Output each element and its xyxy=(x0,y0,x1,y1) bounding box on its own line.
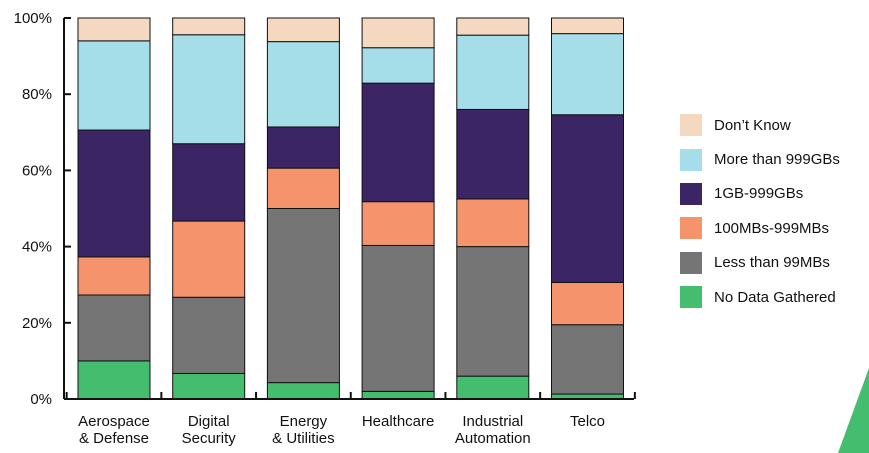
legend-swatch xyxy=(680,251,702,274)
x-tick-label: Industrial xyxy=(462,413,523,430)
bar-segment-don-t-know xyxy=(172,17,246,36)
legend-label: 100MBs-999MBs xyxy=(714,219,830,237)
bar-segment-1gb-999gbs xyxy=(77,129,151,258)
x-tick-label: Aerospace xyxy=(78,413,150,430)
bar-segment-100mbs-999mbs xyxy=(361,201,435,246)
bar-segment-100mbs-999mbs xyxy=(456,198,530,248)
bar-segment-don-t-know xyxy=(77,17,151,42)
bar-segment-less-than-99mbs xyxy=(361,244,435,392)
x-tick-label: Healthcare xyxy=(362,413,435,430)
legend-swatch xyxy=(680,114,702,137)
bar-segment-more-than-999gbs xyxy=(172,34,246,145)
bar-segment-don-t-know xyxy=(361,17,435,49)
corner-triangle-shape xyxy=(838,368,869,453)
bar-segment-more-than-999gbs xyxy=(77,40,151,131)
legend-label: Less than 99MBs xyxy=(714,254,830,272)
y-tick-label: 40% xyxy=(22,239,52,256)
y-tick-label: 100% xyxy=(14,10,52,27)
bar-segment-less-than-99mbs xyxy=(172,296,246,374)
bars-group xyxy=(77,17,624,400)
x-tick-label: & Utilities xyxy=(272,430,335,447)
bar-segment-1gb-999gbs xyxy=(456,108,530,200)
legend-swatch xyxy=(680,148,702,171)
bar-segment-1gb-999gbs xyxy=(551,114,624,283)
legend-label: 1GB-999GBs xyxy=(714,185,804,203)
legend-item: Don’t Know xyxy=(680,108,840,142)
bar-segment-more-than-999gbs xyxy=(361,47,435,84)
bar-segment-less-than-99mbs xyxy=(77,294,151,362)
x-tick-label: & Defense xyxy=(79,430,149,447)
y-tick-label: 0% xyxy=(30,391,52,408)
chart-legend: Don’t Know More than 999GBs 1GB-999GBs 100M… xyxy=(680,108,840,314)
bar-segment-don-t-know xyxy=(266,17,340,43)
legend-label: Don’t Know xyxy=(714,116,791,134)
bar-segment-less-than-99mbs xyxy=(551,324,624,395)
legend-label: No Data Gathered xyxy=(714,288,836,306)
y-tick-label: 60% xyxy=(22,162,52,179)
bar-segment-1gb-999gbs xyxy=(361,82,435,203)
legend-item: No Data Gathered xyxy=(680,280,840,314)
x-tick-label: Energy xyxy=(280,413,328,430)
bar-segment-no-data-gathered xyxy=(77,360,151,400)
x-tick-label: Security xyxy=(182,430,237,447)
legend-item: Less than 99MBs xyxy=(680,246,840,280)
x-tick-label: Digital xyxy=(188,413,230,430)
x-tick-label: Telco xyxy=(570,413,605,430)
bar-segment-less-than-99mbs xyxy=(456,246,530,377)
legend-item: 100MBs-999MBs xyxy=(680,211,840,245)
y-tick-label: 20% xyxy=(22,315,52,332)
bar-segment-100mbs-999mbs xyxy=(172,220,246,298)
x-tick-label: Automation xyxy=(455,430,531,447)
legend-swatch xyxy=(680,286,702,309)
bar-segment-1gb-999gbs xyxy=(172,143,246,222)
bar-segment-more-than-999gbs xyxy=(456,34,530,110)
bar-segment-more-than-999gbs xyxy=(266,41,340,128)
bar-segment-don-t-know xyxy=(456,17,530,36)
bar-segment-100mbs-999mbs xyxy=(266,167,340,209)
y-tick-label: 80% xyxy=(22,86,52,103)
legend-item: 1GB-999GBs xyxy=(680,177,840,211)
bar-segment-don-t-know xyxy=(551,17,624,35)
legend-swatch xyxy=(680,217,702,240)
legend-item: More than 999GBs xyxy=(680,142,840,176)
legend-swatch xyxy=(680,182,702,205)
legend-label: More than 999GBs xyxy=(714,151,840,169)
